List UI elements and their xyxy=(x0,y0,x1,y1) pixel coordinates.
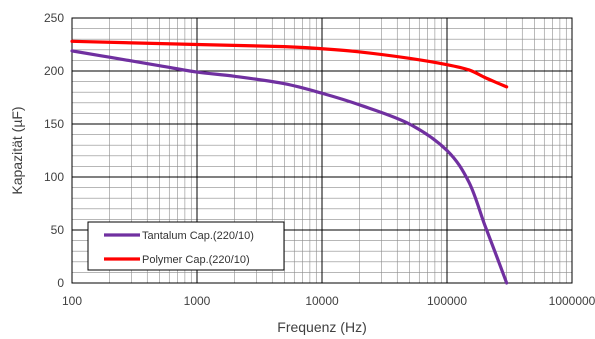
x-tick-label: 1000000 xyxy=(549,294,595,308)
x-tick-label: 100000 xyxy=(427,294,467,308)
x-axis-title: Frequenz (Hz) xyxy=(277,319,366,335)
series-line-polymer xyxy=(70,39,509,89)
y-tick-label: 150 xyxy=(44,117,64,131)
x-tick-label: 10000 xyxy=(305,294,339,308)
series-layer xyxy=(70,39,509,285)
x-tick-label: 100 xyxy=(62,294,82,308)
legend-box xyxy=(87,221,285,271)
y-tick-label: 250 xyxy=(44,11,64,25)
legend-label: Polymer Cap.(220/10) xyxy=(142,254,250,266)
y-tick-label: 50 xyxy=(51,223,65,237)
x-tick-label: 1000 xyxy=(184,294,211,308)
plot-frame xyxy=(71,17,573,284)
y-tick-label: 100 xyxy=(44,170,64,184)
y-axis-title: Kapazität (µF) xyxy=(9,106,25,194)
x-tick-labels: 100 1000 10000 100000 1000000 xyxy=(62,294,595,308)
legend: Tantalum Cap.(220/10) Polymer Cap.(220/10… xyxy=(87,221,285,271)
y-tick-label: 200 xyxy=(44,64,64,78)
series-line-tantalum xyxy=(70,49,509,285)
y-tick-labels: 0 50 100 150 200 250 xyxy=(44,11,64,290)
legend-label: Tantalum Cap.(220/10) xyxy=(142,230,254,242)
y-tick-label: 0 xyxy=(57,276,64,290)
